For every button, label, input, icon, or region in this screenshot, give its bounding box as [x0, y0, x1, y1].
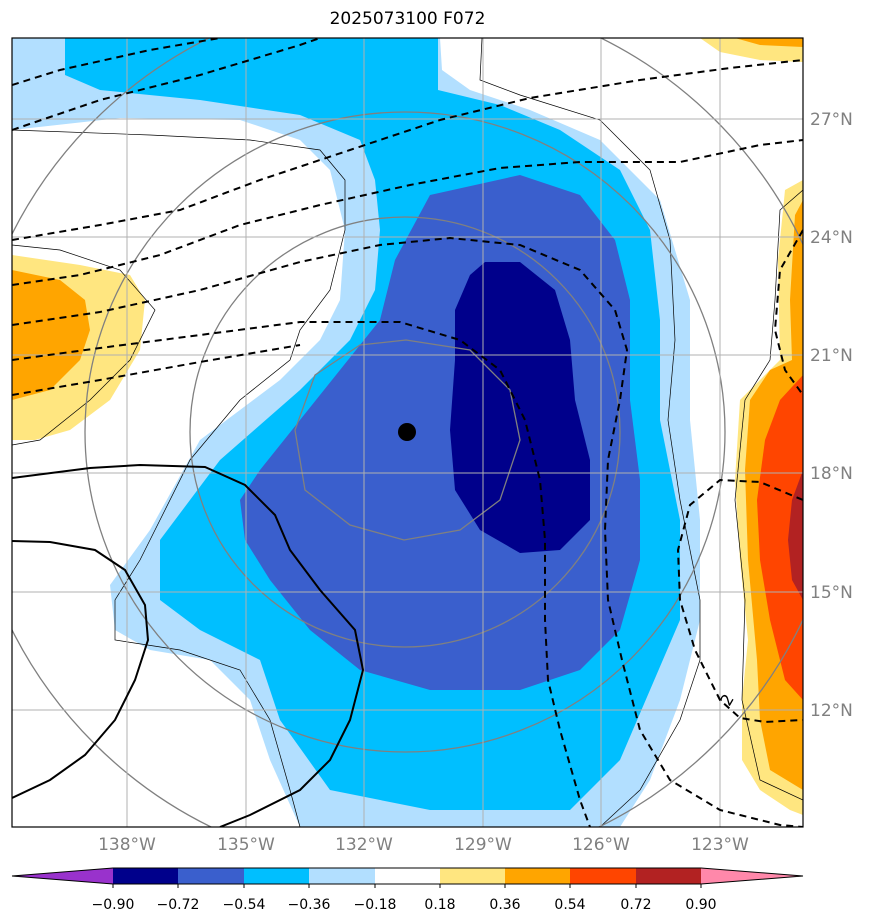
solid-contours: [12, 463, 365, 827]
map-frame: [11, 37, 804, 828]
lat-label-12n: 12°N: [810, 701, 853, 721]
lon-label-132w: 132°W: [335, 835, 393, 855]
colorbar-segment: [244, 868, 309, 884]
anomaly-fill-west-orange: [12, 270, 90, 400]
colorbar-tick-label: −0.90: [92, 897, 135, 913]
lon-label-135w: 135°W: [217, 835, 275, 855]
anomaly-fill-deep-blue: [450, 262, 590, 553]
colorbar-labels: −0.90 −0.72 −0.54 −0.36 −0.18 0.18 0.36 …: [92, 897, 717, 913]
colorbar-segment: [178, 868, 244, 884]
lon-label-123w: 123°W: [691, 835, 749, 855]
contour-label: 2: [716, 691, 738, 709]
lat-label-21n: 21°N: [810, 346, 853, 366]
colorbar-tick-label: 0.36: [489, 897, 520, 913]
colorbar-tick-label: 0.18: [424, 897, 455, 913]
colorbar-segment: [505, 868, 570, 884]
dashed-contours: [12, 38, 803, 827]
longitude-labels: 138°W 135°W 132°W 129°W 126°W 123°W: [98, 835, 749, 855]
colorbar-tick-label: −0.18: [354, 897, 397, 913]
lat-label-18n: 18°N: [810, 464, 853, 484]
anomaly-fill-east-red-orange: [757, 375, 803, 700]
colorbar-extend-low: [12, 868, 113, 884]
colorbar-tick-label: 0.90: [685, 897, 716, 913]
colorbar-segment: [636, 868, 701, 884]
colorbar-segment: [309, 868, 375, 884]
graticule: [12, 38, 803, 827]
lon-label-138w: 138°W: [98, 835, 156, 855]
map-title: 2025073100 F072: [329, 9, 486, 29]
anomaly-fill-ne-orange: [735, 38, 803, 47]
colorbar-segment: [113, 868, 178, 884]
ring-contours: [12, 38, 803, 827]
latitude-labels: 27°N 24°N 21°N 18°N 15°N 12°N: [810, 110, 853, 721]
colorbar-tick-label: −0.36: [288, 897, 331, 913]
colorbar-segment: [570, 868, 636, 884]
colorbar: [11, 867, 804, 888]
lon-label-126w: 126°W: [572, 835, 630, 855]
storm-center-marker: [398, 423, 416, 441]
colorbar-extend-high: [701, 868, 803, 884]
colorbar-tick-label: 0.72: [620, 897, 651, 913]
colorbar-tick-label: −0.72: [157, 897, 200, 913]
map-area: 2: [12, 38, 803, 827]
colorbar-segment: [440, 868, 505, 884]
anomaly-fill-east-dark-red: [788, 470, 803, 600]
lat-label-27n: 27°N: [810, 110, 853, 130]
colorbar-tick-label: −0.54: [223, 897, 266, 913]
lat-label-15n: 15°N: [810, 583, 853, 603]
colorbar-segment: [375, 868, 440, 884]
lat-label-24n: 24°N: [810, 228, 853, 248]
colorbar-tick-label: 0.54: [554, 897, 585, 913]
lon-label-129w: 129°W: [454, 835, 512, 855]
